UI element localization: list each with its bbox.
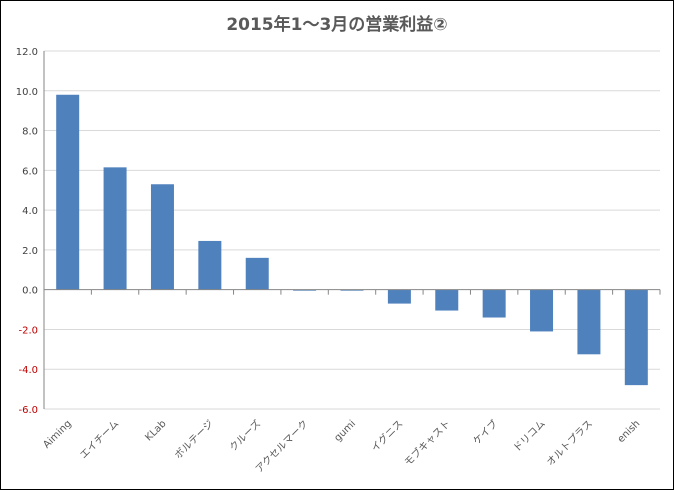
axes [43,51,661,409]
bar [482,289,506,318]
category-label: KLab [143,418,168,443]
category-label: クルーズ [226,417,263,454]
bars [56,94,648,386]
bar [530,289,554,332]
y-tick-label: -2.0 [18,325,38,336]
y-tick-labels: 12.0 10.0 8.0 6.0 4.0 2.0 0.0 -2.0 -4.0 -6.0 [16,47,38,416]
y-tick-label: -4.0 [18,365,38,376]
bar [577,289,601,355]
category-label: エイチーム [78,418,122,462]
gridlines [44,50,660,410]
y-tick-label: 6.0 [22,166,38,177]
y-tick-label: 10.0 [16,87,38,98]
bar [387,289,411,304]
category-label: イグニス [368,417,405,454]
category-label: ボルテージ [172,418,216,462]
y-tick-label: 4.0 [22,206,38,217]
y-tick-label: 8.0 [22,127,38,138]
bar [435,289,459,311]
y-tick-label: 0.0 [22,286,38,297]
bar [150,184,174,290]
y-tick-label: 2.0 [22,246,38,257]
category-label: モブキャスト [401,417,453,469]
bar [103,167,127,290]
category-label: ケイブ [470,417,500,447]
y-tick-label: -6.0 [18,405,38,416]
category-label: gumi [333,418,359,444]
category-label: enish [616,418,643,445]
chart-title: 2015年1〜3月の営業利益② [226,15,448,35]
category-label: Aiming [41,418,73,450]
bar [245,257,269,290]
bar [56,94,80,290]
bar [624,289,648,386]
category-label: オルトプラス [544,418,595,469]
bar [198,240,222,290]
category-label: ドリコム [511,418,548,455]
y-tick-label: 12.0 [16,47,38,58]
